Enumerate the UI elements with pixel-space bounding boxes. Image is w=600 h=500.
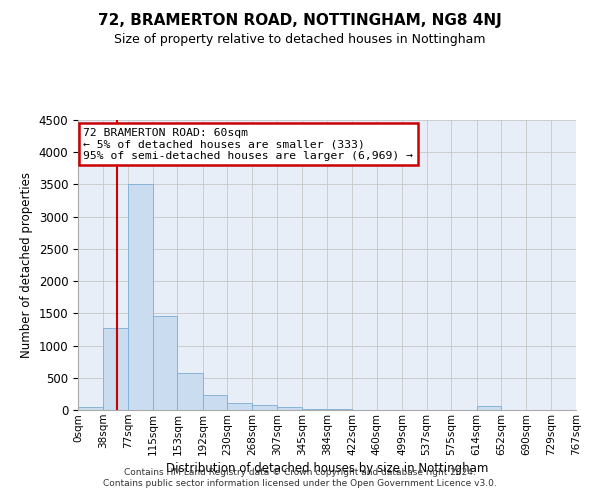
Bar <box>128 184 152 410</box>
Bar <box>178 372 203 410</box>
Bar <box>152 316 178 410</box>
Text: 72, BRAMERTON ROAD, NOTTINGHAM, NG8 4NJ: 72, BRAMERTON ROAD, NOTTINGHAM, NG8 4NJ <box>98 12 502 28</box>
Bar <box>227 403 252 410</box>
Bar <box>476 406 502 410</box>
Text: 72 BRAMERTON ROAD: 60sqm
← 5% of detached houses are smaller (333)
95% of semi-d: 72 BRAMERTON ROAD: 60sqm ← 5% of detache… <box>83 128 413 161</box>
Bar <box>78 408 103 410</box>
Bar <box>203 394 227 410</box>
Bar <box>277 407 302 410</box>
Bar <box>302 408 328 410</box>
X-axis label: Distribution of detached houses by size in Nottingham: Distribution of detached houses by size … <box>166 462 488 475</box>
Text: Contains HM Land Registry data © Crown copyright and database right 2024.
Contai: Contains HM Land Registry data © Crown c… <box>103 468 497 487</box>
Bar <box>103 328 128 410</box>
Bar <box>252 405 277 410</box>
Y-axis label: Number of detached properties: Number of detached properties <box>20 172 33 358</box>
Text: Size of property relative to detached houses in Nottingham: Size of property relative to detached ho… <box>114 32 486 46</box>
